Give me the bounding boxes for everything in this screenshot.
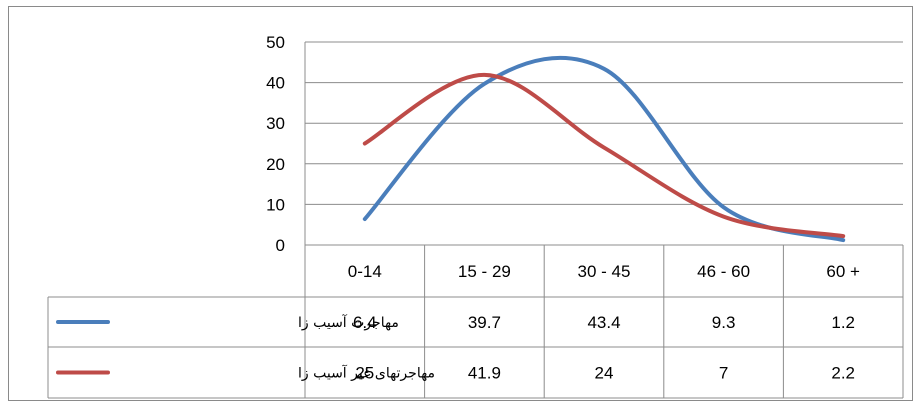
category-label: 46 - 60: [697, 262, 750, 281]
y-tick-label: 50: [266, 33, 285, 52]
data-value-cell: 9.3: [712, 313, 736, 332]
data-value-cell: 41.9: [468, 364, 501, 383]
y-tick-label: 10: [266, 195, 285, 214]
data-value-cell: 39.7: [468, 313, 501, 332]
gridlines: [304, 41, 903, 246]
data-value-cell: 25: [355, 364, 374, 383]
data-value-cell: 1.2: [831, 313, 855, 332]
series-lines: [362, 55, 846, 243]
y-axis-ticks: 0 10 20 30 40 50: [266, 33, 285, 255]
category-label: 15 - 29: [458, 262, 511, 281]
data-value-cell: 2.2: [831, 364, 855, 383]
category-label: 30 - 45: [578, 262, 631, 281]
y-tick-label: 0: [276, 236, 285, 255]
series-line-2: [362, 72, 846, 239]
data-table: 0-14 15 - 29 30 - 45 46 - 60 60 + مهاجرت آسیب…: [47, 244, 904, 399]
category-label: 0-14: [348, 262, 382, 281]
y-tick-label: 40: [266, 74, 285, 93]
chart-frame: [8, 6, 913, 401]
data-value-cell: 24: [595, 364, 614, 383]
y-tick-label: 30: [266, 114, 285, 133]
category-label: 60 +: [826, 262, 860, 281]
y-tick-label: 20: [266, 155, 285, 174]
legend-label: مهاجرتهای غیر آسیب زا: [298, 365, 435, 382]
data-value-cell: 7: [719, 364, 728, 383]
data-value-cell: 43.4: [587, 313, 620, 332]
legend-label: مهاجرت آسیب زا: [298, 314, 399, 331]
data-value-cell: 6.4: [353, 313, 377, 332]
